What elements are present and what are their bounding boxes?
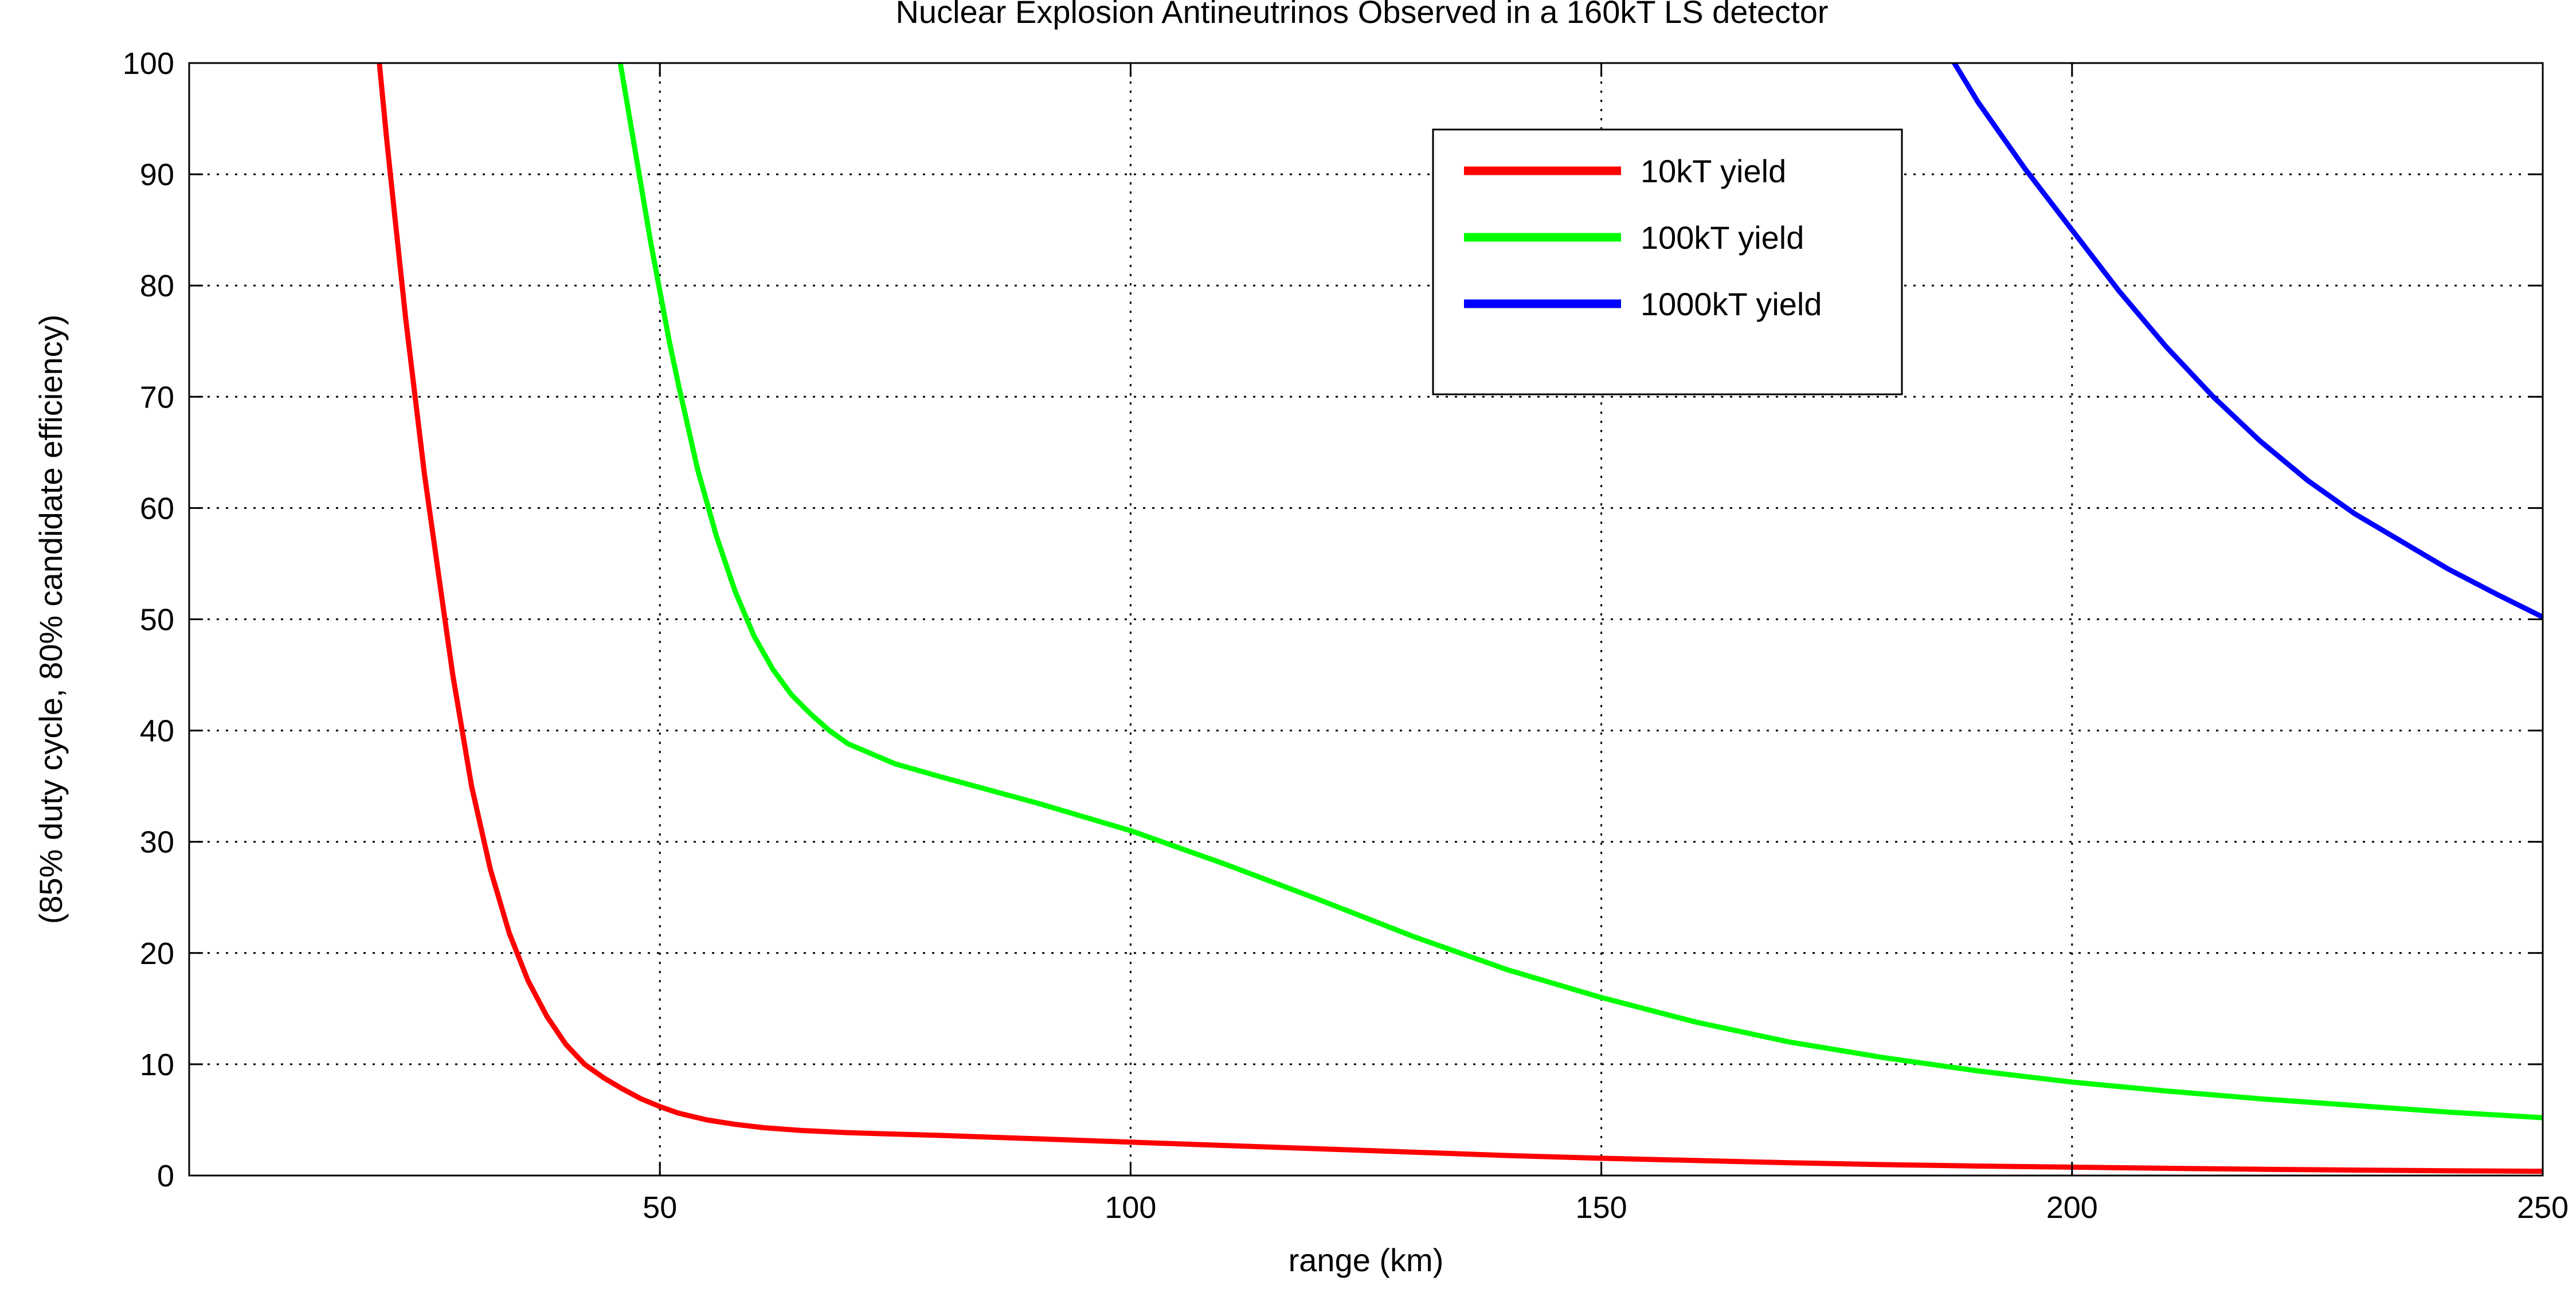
y-tick-label: 10 — [140, 1048, 174, 1082]
y-axis-label: (85% duty cycle, 80% candidate efficienc… — [33, 315, 69, 924]
y-tick-label: 70 — [140, 380, 174, 414]
axis-ticks: 50 100 150 200 250 0 10 20 30 40 50 60 70 80 90 100 — [123, 46, 2569, 1225]
y-tick-label: 30 — [140, 825, 174, 860]
series-line-10kt-yield — [377, 63, 2543, 1174]
series-line-100kt-yield — [617, 63, 2543, 1120]
y-tick-label: 60 — [140, 491, 174, 526]
chart-title: Nuclear Explosion Antineutrinos Observed… — [895, 0, 1828, 30]
legend-label-10kt-yield: 10kT yield — [1641, 153, 1786, 189]
series-line-1000kt-yield — [1952, 63, 2543, 620]
x-tick-label: 200 — [2046, 1190, 2098, 1225]
x-tick-label: 250 — [2517, 1190, 2569, 1225]
y-tick-label: 80 — [140, 269, 174, 303]
legend: 10kT yield 100kT yield 1000kT yield — [1432, 128, 1903, 395]
y-tick-label: 40 — [140, 714, 174, 749]
y-tick-label: 100 — [123, 46, 174, 81]
series-lines — [377, 63, 2543, 1174]
y-tick-label: 90 — [140, 158, 174, 192]
series-group — [377, 63, 2543, 1174]
x-tick-label: 100 — [1105, 1190, 1156, 1225]
y-tick-label: 20 — [140, 937, 174, 971]
x-axis-label: range (km) — [1289, 1242, 1444, 1278]
x-tick-label: 150 — [1576, 1190, 1627, 1225]
legend-label-100kt-yield: 100kT yield — [1641, 220, 1804, 256]
legend-label-1000kt-yield: 1000kT yield — [1641, 286, 1822, 322]
y-tick-label: 0 — [157, 1159, 174, 1193]
y-tick-label: 50 — [140, 603, 174, 637]
x-tick-label: 50 — [643, 1190, 677, 1225]
